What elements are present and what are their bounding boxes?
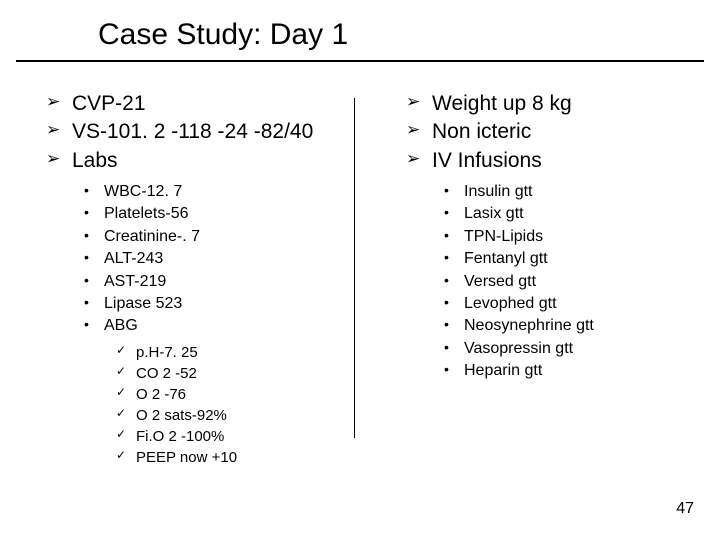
list-item: Versed gtt bbox=[442, 271, 710, 293]
list-item: ALT-243 bbox=[82, 248, 360, 270]
list-item: Fi.O 2 -100% bbox=[116, 426, 360, 447]
item-label: Weight up 8 kg bbox=[432, 92, 572, 115]
item-label: ABG bbox=[104, 317, 138, 334]
list-item: Heparin gtt bbox=[442, 360, 710, 382]
item-label: PEEP now +10 bbox=[136, 449, 237, 466]
list-item: Weight up 8 kg bbox=[406, 90, 710, 118]
list-item: Labs WBC-12. 7 Platelets-56 Creatinine-.… bbox=[46, 147, 360, 468]
right-list: Weight up 8 kg Non icteric IV Infusions … bbox=[406, 90, 710, 383]
list-item: O 2 sats-92% bbox=[116, 405, 360, 426]
list-item: CVP-21 bbox=[46, 90, 360, 118]
list-item: WBC-12. 7 bbox=[82, 181, 360, 203]
item-label: Lasix gtt bbox=[464, 205, 524, 222]
list-item: Neosynephrine gtt bbox=[442, 315, 710, 337]
item-label: Neosynephrine gtt bbox=[464, 317, 594, 334]
item-label: IV Infusions bbox=[432, 149, 542, 172]
item-label: O 2 sats-92% bbox=[136, 407, 227, 424]
list-item: Creatinine-. 7 bbox=[82, 226, 360, 248]
list-item: Levophed gtt bbox=[442, 293, 710, 315]
list-item: Insulin gtt bbox=[442, 181, 710, 203]
item-label: AST-219 bbox=[104, 273, 166, 290]
list-item: O 2 -76 bbox=[116, 384, 360, 405]
list-item: ABG p.H-7. 25 CO 2 -52 O 2 -76 O 2 sats-… bbox=[82, 315, 360, 467]
item-label: O 2 -76 bbox=[136, 386, 186, 403]
list-item: IV Infusions Insulin gtt Lasix gtt TPN-L… bbox=[406, 147, 710, 383]
item-label: Creatinine-. 7 bbox=[104, 228, 200, 245]
slide-title: Case Study: Day 1 bbox=[0, 0, 720, 60]
item-label: Insulin gtt bbox=[464, 183, 532, 200]
page-number: 47 bbox=[676, 500, 694, 518]
list-item: PEEP now +10 bbox=[116, 447, 360, 468]
list-item: TPN-Lipids bbox=[442, 226, 710, 248]
item-label: Levophed gtt bbox=[464, 295, 557, 312]
item-label: Labs bbox=[72, 149, 118, 172]
item-label: Fi.O 2 -100% bbox=[136, 428, 224, 445]
abg-list: p.H-7. 25 CO 2 -52 O 2 -76 O 2 sats-92% … bbox=[116, 342, 360, 468]
list-item: Lasix gtt bbox=[442, 203, 710, 225]
item-label: Lipase 523 bbox=[104, 295, 182, 312]
list-item: Non icteric bbox=[406, 118, 710, 146]
item-label: Fentanyl gtt bbox=[464, 250, 548, 267]
item-label: ALT-243 bbox=[104, 250, 163, 267]
item-label: Non icteric bbox=[432, 120, 531, 143]
item-label: WBC-12. 7 bbox=[104, 183, 182, 200]
infusions-list: Insulin gtt Lasix gtt TPN-Lipids Fentany… bbox=[442, 181, 710, 383]
right-column: Weight up 8 kg Non icteric IV Infusions … bbox=[360, 90, 710, 468]
list-item: VS-101. 2 -118 -24 -82/40 bbox=[46, 118, 360, 146]
labs-list: WBC-12. 7 Platelets-56 Creatinine-. 7 AL… bbox=[82, 181, 360, 468]
list-item: p.H-7. 25 bbox=[116, 342, 360, 363]
list-item: Lipase 523 bbox=[82, 293, 360, 315]
list-item: Platelets-56 bbox=[82, 203, 360, 225]
list-item: Fentanyl gtt bbox=[442, 248, 710, 270]
item-label: Platelets-56 bbox=[104, 205, 189, 222]
list-item: CO 2 -52 bbox=[116, 363, 360, 384]
left-list: CVP-21 VS-101. 2 -118 -24 -82/40 Labs WB… bbox=[46, 90, 360, 468]
item-label: Heparin gtt bbox=[464, 362, 542, 379]
list-item: AST-219 bbox=[82, 271, 360, 293]
content-area: CVP-21 VS-101. 2 -118 -24 -82/40 Labs WB… bbox=[0, 62, 720, 468]
item-label: Vasopressin gtt bbox=[464, 340, 573, 357]
list-item: Vasopressin gtt bbox=[442, 338, 710, 360]
item-label: p.H-7. 25 bbox=[136, 344, 198, 361]
item-label: TPN-Lipids bbox=[464, 228, 543, 245]
left-column: CVP-21 VS-101. 2 -118 -24 -82/40 Labs WB… bbox=[0, 90, 360, 468]
item-label: CO 2 -52 bbox=[136, 365, 197, 382]
item-label: VS-101. 2 -118 -24 -82/40 bbox=[72, 120, 313, 143]
item-label: CVP-21 bbox=[72, 92, 146, 115]
item-label: Versed gtt bbox=[464, 273, 536, 290]
